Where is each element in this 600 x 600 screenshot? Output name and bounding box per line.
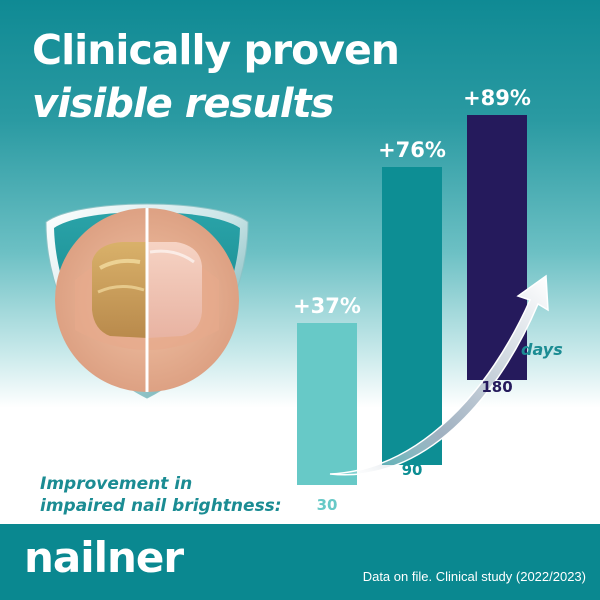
growth-arrow-icon (329, 274, 549, 476)
value-label-day-90: +76% (378, 138, 446, 162)
value-label-day-30: +37% (293, 294, 361, 318)
value-label-day-180: +89% (463, 86, 531, 110)
chart-caption: Improvement in impaired nail brightness: (40, 473, 282, 517)
headline-line-1: Clinically proven (32, 26, 400, 74)
footer-bar (0, 524, 600, 600)
caption-line-2: impaired nail brightness: (40, 496, 282, 516)
bar-day-30 (297, 323, 357, 485)
healthy-nail-icon (147, 242, 202, 338)
brand-logo: nailner (24, 533, 184, 582)
category-label-day-180: 180 (481, 378, 512, 396)
headline-line-2: visible results (32, 81, 334, 127)
source-footnote: Data on file. Clinical study (2022/2023) (362, 569, 586, 584)
caption-line-1: Improvement in (40, 474, 193, 494)
category-label-day-90: 90 (402, 461, 423, 479)
unit-label: days (521, 340, 563, 359)
category-label-day-30: 30 (317, 496, 338, 514)
bar-day-90 (382, 167, 442, 465)
